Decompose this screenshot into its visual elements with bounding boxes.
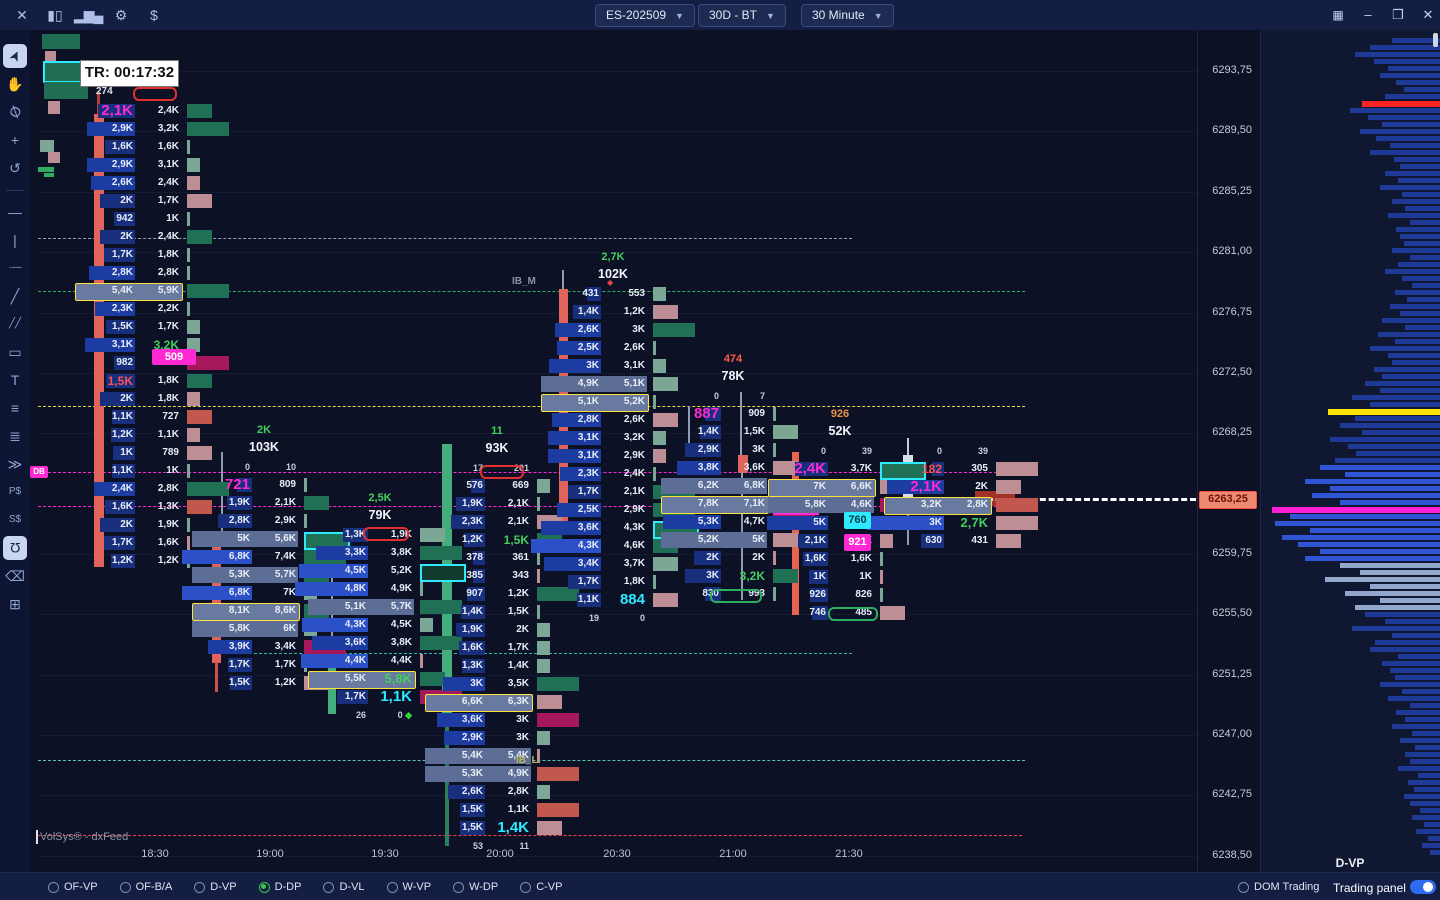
mode-radio-dvl[interactable]: D-VL	[323, 881, 365, 893]
vline-icon[interactable]: |	[3, 228, 27, 252]
text-icon[interactable]: T	[3, 368, 27, 392]
zoom-icon[interactable]: Ø	[3, 100, 27, 124]
symbol-dropdown-2[interactable]: 30 Minute ▼	[801, 4, 894, 27]
hand-icon-glyph: ✋	[6, 76, 24, 92]
marker-icon[interactable]: ≫	[3, 452, 27, 476]
text-icon-glyph: T	[10, 372, 20, 388]
dom-trading-label: DOM Trading	[1254, 881, 1320, 893]
eraser-icon-glyph: ⌫	[5, 568, 25, 584]
rotate-icon-glyph: ↺	[9, 160, 21, 176]
ray-icon[interactable]: ·—	[3, 256, 27, 280]
zoom-icon-glyph: Ø	[5, 103, 25, 121]
radio-icon	[520, 881, 532, 893]
radio-label: W-DP	[469, 881, 499, 893]
close-icon[interactable]: ✕	[16, 7, 28, 23]
restore-icon[interactable]: ❐	[1392, 7, 1404, 22]
lines4-icon-glyph: ≣	[9, 428, 21, 444]
drawing-toolbar: ➤ ✋ Ø + ↺ — | ·— ╱ ╱╱ ▭ T ≡ ≣ ≫ P$ S$ Ω ⌫ ⊞	[0, 30, 31, 872]
radio-label: D-VL	[339, 881, 365, 893]
radio-label: OF-B/A	[135, 881, 173, 893]
mode-radio-dvp[interactable]: D-VP	[194, 881, 237, 893]
dropdown-label: 30D - BT	[709, 8, 758, 22]
radio-icon	[119, 881, 131, 893]
ray-icon-glyph: ·—	[8, 262, 22, 273]
dropdown-label: 30 Minute	[812, 8, 865, 22]
mode-radio-ofvp[interactable]: OF-VP	[48, 881, 98, 893]
radio-label: C-VP	[536, 881, 563, 893]
mode-radio-cvp[interactable]: C-VP	[520, 881, 562, 893]
radio-icon	[194, 881, 206, 893]
symbol-dropdown-1[interactable]: 30D - BT ▼	[698, 4, 786, 27]
trendline-icon[interactable]: ╱	[3, 284, 27, 308]
marker-icon-glyph: ≫	[7, 456, 23, 472]
dollar-icon[interactable]: $	[150, 7, 158, 23]
lines3-icon-glyph: ≡	[10, 400, 20, 416]
radio-icon	[453, 881, 465, 893]
crosshair-icon[interactable]: +	[3, 128, 27, 152]
radio-icon	[323, 881, 335, 893]
eraser-icon[interactable]: ⌫	[3, 564, 27, 588]
volume-profile-panel	[1260, 30, 1440, 872]
bars-icon[interactable]: ▂▆▄	[74, 7, 103, 23]
dropdown-label: ES-202509	[606, 8, 667, 22]
toolbar-divider	[6, 190, 24, 191]
hand-icon[interactable]: ✋	[3, 72, 27, 96]
window-close-icon[interactable]: ✕	[1422, 7, 1434, 22]
lines3-icon[interactable]: ≡	[3, 396, 27, 420]
rect-icon-glyph: ▭	[8, 344, 22, 360]
lines4-icon[interactable]: ≣	[3, 424, 27, 448]
app-grid-icon[interactable]: ▦	[1332, 8, 1344, 22]
radio-label: OF-VP	[64, 881, 98, 893]
mode-radio-ofba[interactable]: OF-B/A	[119, 881, 173, 893]
trading-panel-label: Trading panel	[1333, 881, 1406, 895]
vline-icon-glyph: |	[13, 232, 17, 248]
radio-label: D-DP	[274, 881, 302, 893]
candles-icon[interactable]: ▮▯	[47, 7, 63, 23]
bottom-bar: OF-VP OF-B/A D-VP D-DP D-VL W-VP W-DP C-VP DOM T…	[0, 872, 1440, 900]
cursor-icon[interactable]: ➤	[3, 44, 27, 68]
radio-icon	[386, 881, 398, 893]
trendline-icon-glyph: ╱	[10, 288, 20, 304]
price-axis[interactable]	[1197, 30, 1261, 872]
settings-icon[interactable]: ⚙	[114, 7, 128, 23]
chevron-down-icon: ▼	[675, 11, 684, 21]
mode-radios: OF-VP OF-B/A D-VP D-DP D-VL W-VP W-DP C-VP	[48, 873, 584, 900]
toggle-knob	[1423, 882, 1433, 892]
dom-trading-radio[interactable]: DOM Trading	[1238, 881, 1319, 893]
symbol-dropdown-0[interactable]: ES-202509 ▼	[595, 4, 695, 27]
radio-icon	[1238, 881, 1249, 893]
radio-label: D-VP	[210, 881, 237, 893]
magnet-icon-glyph: Ω	[9, 540, 21, 556]
mode-radio-wdp[interactable]: W-DP	[453, 881, 498, 893]
rotate-icon[interactable]: ↺	[3, 156, 27, 180]
crosshair-icon-glyph: +	[10, 132, 20, 148]
channel-icon[interactable]: ╱╱	[3, 312, 27, 336]
radio-label: W-VP	[402, 881, 432, 893]
position-icon-glyph: P$	[8, 486, 22, 497]
mode-radio-ddp[interactable]: D-DP	[258, 881, 302, 893]
top-toolbar: ✕ ▮▯ ▂▆▄ ⚙ $ ES-202509 ▼ 30D - BT ▼ 30 Minute ▼ ▦ – ❐…	[0, 0, 1440, 30]
radio-icon	[48, 881, 59, 893]
channel-icon-glyph: ╱╱	[8, 318, 22, 329]
magnet-icon[interactable]: Ω	[3, 536, 27, 560]
mode-radio-wvp[interactable]: W-VP	[386, 881, 432, 893]
chevron-down-icon: ▼	[873, 11, 883, 21]
chart-canvas[interactable]	[30, 30, 1197, 872]
cursor-icon-glyph: ➤	[5, 47, 25, 65]
position-icon[interactable]: P$	[3, 480, 27, 504]
minimize-icon[interactable]: –	[1364, 7, 1372, 22]
trading-panel-toggle[interactable]	[1410, 880, 1436, 894]
add-object-icon-glyph: ⊞	[9, 596, 21, 612]
radio-icon	[258, 881, 270, 893]
hline-icon[interactable]: —	[3, 200, 27, 224]
stop-icon-glyph: S$	[8, 514, 22, 525]
stop-icon[interactable]: S$	[3, 508, 27, 532]
chevron-down-icon: ▼	[766, 11, 775, 21]
hline-icon-glyph: —	[8, 204, 22, 220]
rect-icon[interactable]: ▭	[3, 340, 27, 364]
add-object-icon[interactable]: ⊞	[3, 592, 27, 616]
